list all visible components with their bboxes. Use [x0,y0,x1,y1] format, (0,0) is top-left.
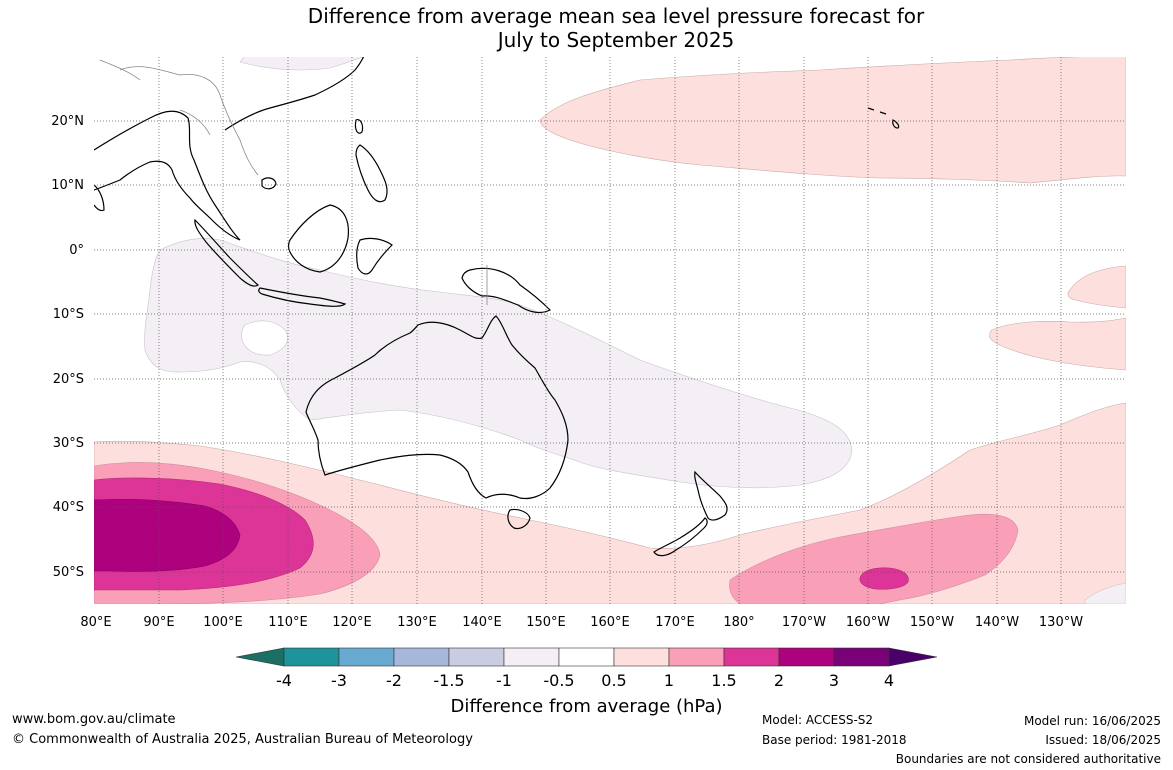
colorbar-segment [558,647,615,667]
footer-issued: Issued: 18/06/2025 [1045,733,1161,747]
lon-label: 90°E [143,615,174,630]
footer-disclaimer: Boundaries are not considered authoritat… [895,752,1161,766]
colorbar-labels: -4 -3 -2 -1.5 -1 -0.5 0.5 1 1.5 2 3 4 [276,671,894,690]
colorbar-segment [393,647,450,667]
sumatra-coast [194,218,259,287]
colorbar-label: 1 [664,671,674,690]
lat-label: 30°S [53,436,84,451]
lon-label: 140°E [462,615,502,630]
lon-label: 160°E [590,615,630,630]
colorbar-label: 1.5 [711,671,736,690]
colorbar-segment [668,647,725,667]
anomaly-southeast-pacific-negative [1084,582,1126,604]
footer-url[interactable]: www.bom.gov.au/climate [12,712,176,727]
longitude-labels: 80°E 90°E 100°E 110°E 120°E 130°E 140°E … [80,615,1083,630]
colorbar-segment [283,647,340,667]
colorbar-title: Difference from average (hPa) [450,696,723,717]
pressure-map: 20°N 10°N 0° 10°S 20°S 30°S 40°S 50°S 80… [51,57,1126,690]
lat-label: 40°S [53,500,84,515]
lon-label: 140°W [975,615,1019,630]
colorbar-segment [833,647,890,667]
new-zealand-south-coast [653,517,708,557]
colorbar [235,647,938,667]
title-line-2: July to September 2025 [497,28,735,52]
lon-label: 170°E [655,615,695,630]
colorbar-arrow-high [888,647,938,667]
anomaly-northwest-negative [239,57,364,71]
lon-label: 110°E [268,615,308,630]
tasmania-coast [507,508,531,530]
anomaly-east-pacific-positive-1 [1067,265,1126,309]
taiwan-coast [354,119,364,134]
gridlines [94,57,1126,604]
lon-label: 130°E [397,615,437,630]
colorbar-label: -0.5 [543,671,574,690]
lat-label: 20°S [53,372,84,387]
australia-coast [305,315,569,500]
anomaly-southern-band-2-east [859,567,909,590]
colorbar-label: 0.5 [601,671,626,690]
sulawesi-coast [356,237,393,275]
new-guinea-coast [461,267,552,314]
colorbar-segment [338,647,395,667]
footer-copyright: © Commonwealth of Australia 2025, Austra… [12,732,473,747]
borders [99,59,488,305]
colorbar-arrow-low [235,647,285,667]
anomaly-neg-hole [241,320,289,356]
colorbar-label: 3 [829,671,839,690]
colorbar-label: -1.5 [433,671,464,690]
lat-label: 20°N [51,114,84,129]
lat-label: 50°S [53,565,84,580]
title-line-1: Difference from average mean sea level p… [307,4,925,28]
colorbar-label: 4 [884,671,894,690]
colorbar-segment [448,647,505,667]
colorbar-segment [503,647,560,667]
lat-label: 10°N [51,178,84,193]
anomaly-east-pacific-positive-2 [989,317,1126,371]
lon-label: 100°E [203,615,243,630]
lon-label: 170°W [782,615,826,630]
colorbar-segment [723,647,780,667]
footer-model-run: Model run: 16/06/2025 [1023,714,1161,728]
hawaii-coast [867,107,900,129]
southeast-asia-coast [94,110,241,241]
colorbar-label: 2 [774,671,784,690]
map-title: Difference from average mean sea level p… [0,4,1173,52]
anomaly-southern-band-1p5-east [729,513,1019,604]
lon-label: 160°W [846,615,890,630]
map-frame [94,57,1126,604]
lon-label: 130°W [1039,615,1083,630]
coastlines [94,57,900,557]
lat-label: 0° [69,243,84,258]
new-zealand-north-coast [694,470,728,521]
latitude-labels: 20°N 10°N 0° 10°S 20°S 30°S 40°S 50°S [51,114,84,580]
footer-model: Model: ACCESS-S2 [762,713,874,727]
anomaly-southern-band-3 [94,498,241,572]
mainland-borders [99,59,259,176]
colorbar-label: -1 [496,671,512,690]
anomaly-tropical-negative [144,238,853,489]
lon-label: 150°E [526,615,566,630]
lon-label: 180° [723,615,754,630]
java-coast [258,287,347,307]
colorbar-label: -4 [276,671,292,690]
colorbar-segment [778,647,835,667]
china-coast [224,57,365,131]
lon-label: 120°E [332,615,372,630]
borneo-coast [287,204,350,273]
philippines-coast [355,144,388,203]
lon-label: 80°E [80,615,111,630]
colorbar-label: -3 [331,671,347,690]
colorbar-segment [613,647,670,667]
colorbar-label: -2 [386,671,402,690]
india-tip-coast [94,184,105,212]
hainan-coast [261,177,277,190]
lon-label: 150°W [910,615,954,630]
lat-label: 10°S [53,307,84,322]
footer-base-period: Base period: 1981-2018 [762,733,907,747]
